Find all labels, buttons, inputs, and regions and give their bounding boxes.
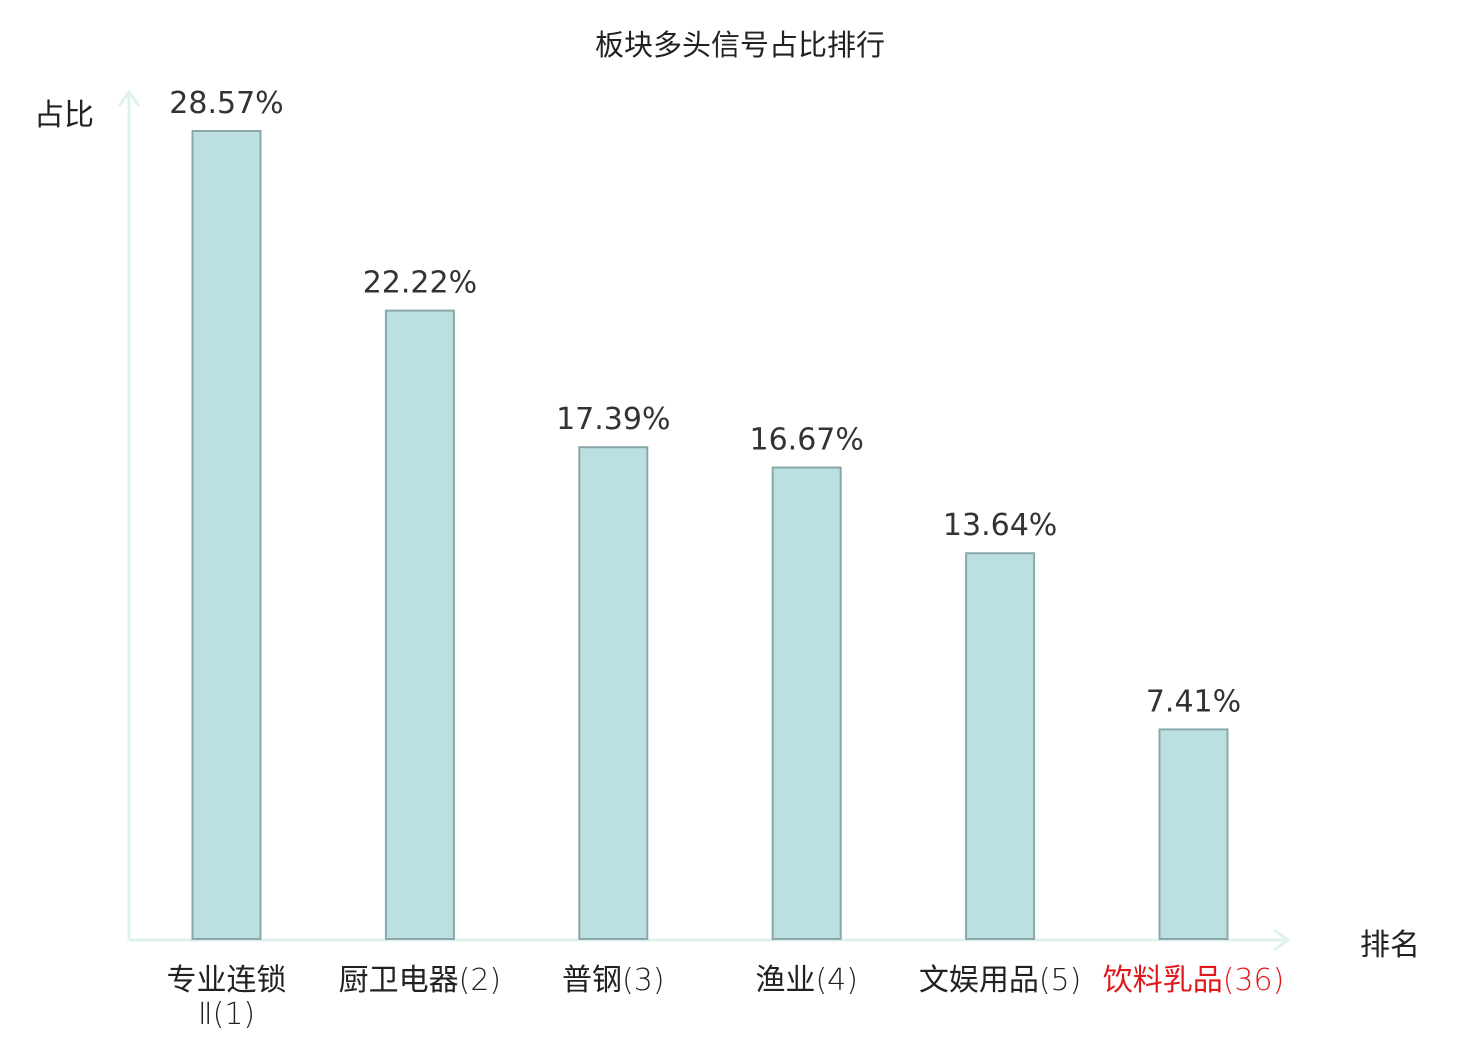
bar-value-label: 22.22% xyxy=(363,266,477,301)
bar xyxy=(578,446,649,940)
bar-value-label: 13.64% xyxy=(943,508,1057,543)
category-rank: (1) xyxy=(212,997,256,1032)
category-label: 渔业(4) xyxy=(702,964,912,998)
category-name: 文娱用品 xyxy=(918,963,1039,998)
category-rank: (4) xyxy=(815,963,858,998)
category-label: 专业连锁 Ⅱ(1) xyxy=(122,964,332,1032)
category-rank: (3) xyxy=(622,963,665,998)
bar xyxy=(384,309,455,940)
bar-value-label: 16.67% xyxy=(750,423,864,458)
category-name-line2: Ⅱ xyxy=(197,997,213,1032)
bar xyxy=(1158,728,1229,940)
bar-value-label: 7.41% xyxy=(1146,684,1241,719)
category-rank: (5) xyxy=(1038,963,1082,998)
x-axis-label: 排名 xyxy=(1360,928,1420,963)
category-label: 文娱用品(5) xyxy=(895,964,1105,998)
bar xyxy=(191,130,262,940)
category-rank: (36) xyxy=(1222,963,1285,998)
category-name: 厨卫电器 xyxy=(338,963,459,998)
bar xyxy=(965,552,1036,940)
axes xyxy=(117,89,1291,952)
bars xyxy=(191,130,1229,940)
y-axis-label: 占比 xyxy=(34,98,94,133)
bar-value-label: 17.39% xyxy=(556,402,670,437)
category-name: 普钢 xyxy=(562,963,623,998)
value-labels: 28.57% 22.22% 17.39% 16.67% 13.64% 7.41% xyxy=(169,86,1241,719)
bar-value-label: 28.57% xyxy=(169,86,283,121)
category-label: 普钢(3) xyxy=(508,964,718,998)
y-axis-arrow-icon xyxy=(117,89,141,107)
category-name: 渔业 xyxy=(755,963,816,998)
bar xyxy=(771,466,842,940)
category-name: 专业连锁 xyxy=(166,963,287,998)
category-name: 饮料乳品 xyxy=(1102,963,1223,998)
x-axis-arrow-icon xyxy=(1273,928,1291,952)
category-label: 厨卫电器(2) xyxy=(315,964,525,998)
category-rank: (2) xyxy=(458,963,502,998)
category-label: 饮料乳品(36) xyxy=(1089,964,1299,998)
chart-title: 板块多头信号占比排行 xyxy=(594,28,885,62)
